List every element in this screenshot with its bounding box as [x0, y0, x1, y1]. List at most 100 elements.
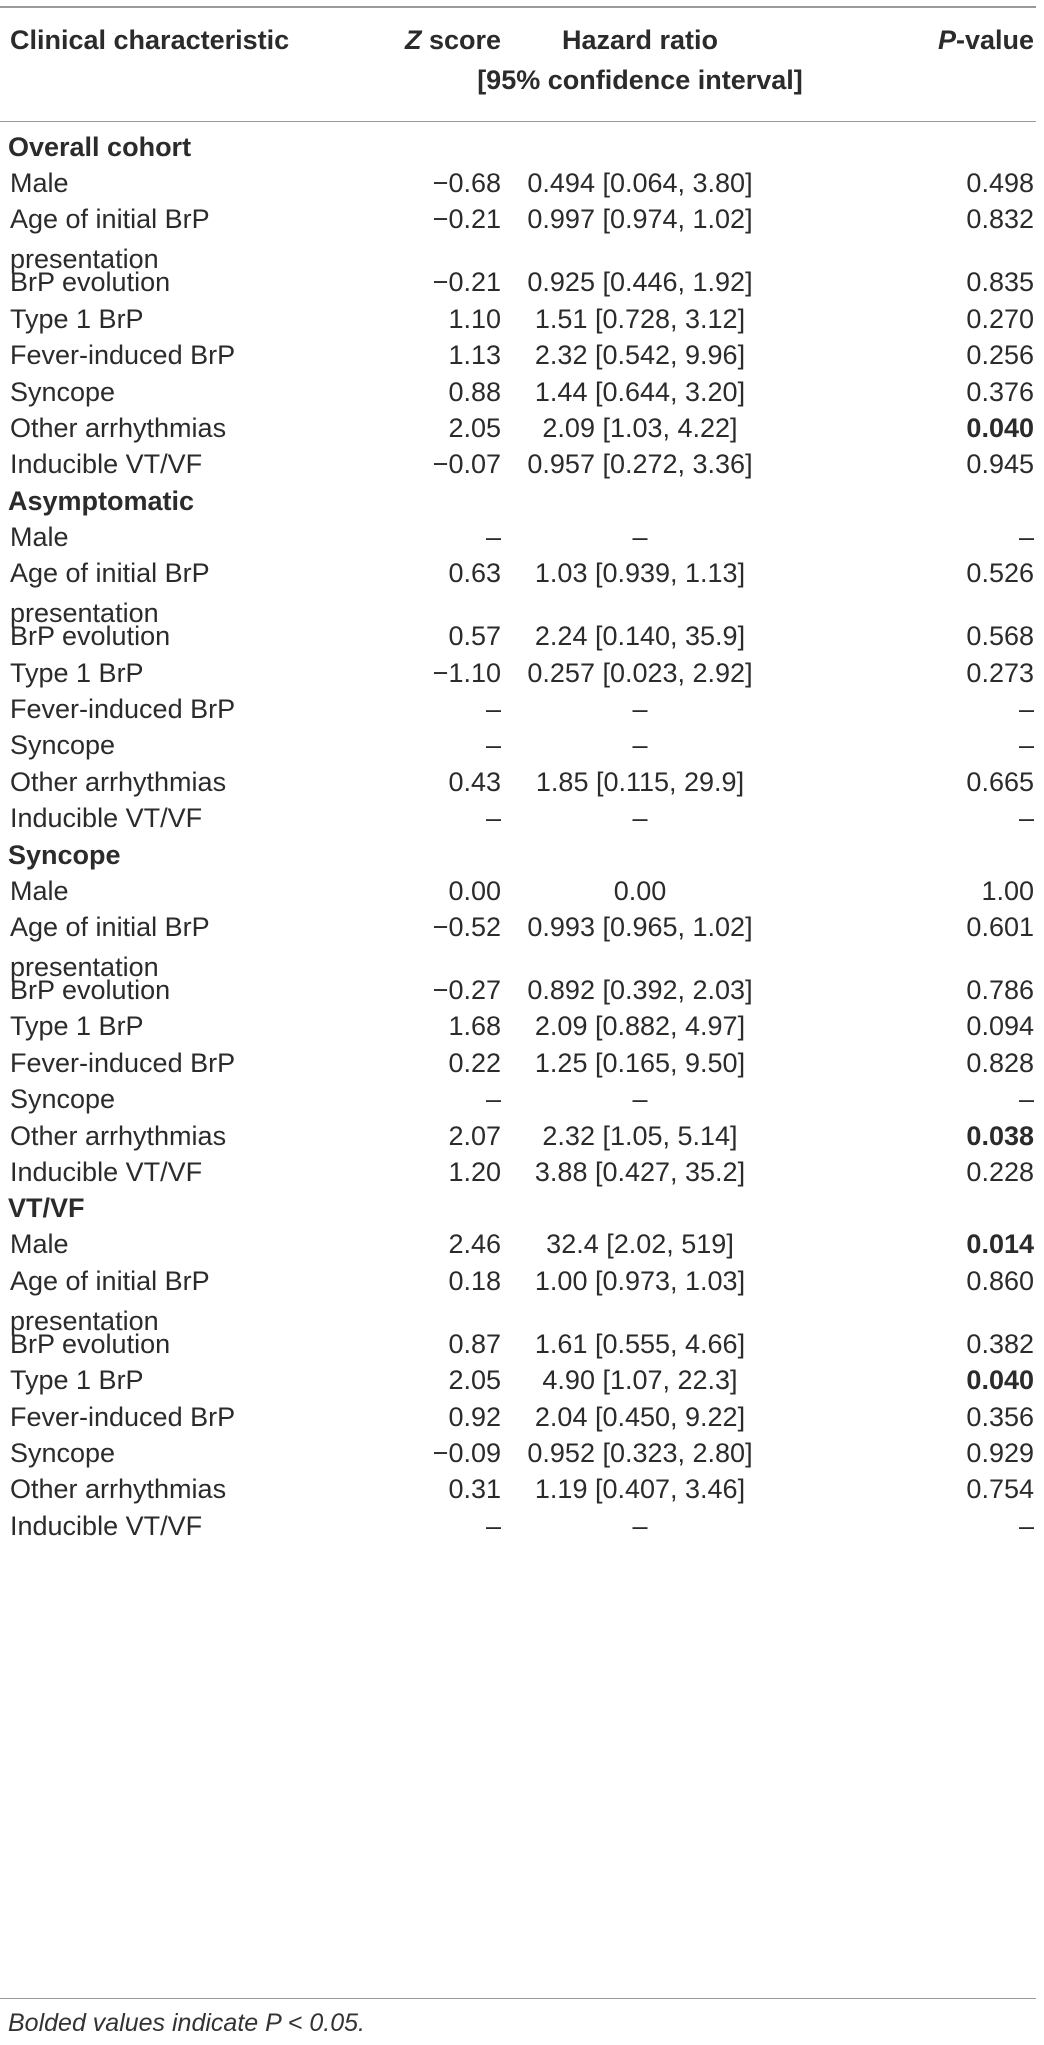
footnote: Bolded values indicate P < 0.05. — [8, 2009, 365, 2037]
row-characteristic: Age of initial BrP presentation — [10, 558, 210, 629]
row-z-score: 2.05 — [448, 1365, 501, 1396]
row-p-value: 0.038 — [966, 1120, 1034, 1151]
row-p-value: – — [1018, 521, 1034, 552]
row-p-value: 0.568 — [966, 621, 1034, 652]
row-p-value: – — [1018, 1510, 1034, 1541]
row-z-score: 1.10 — [448, 303, 501, 334]
row-characteristic: Other arrhythmias — [10, 1474, 227, 1505]
header-hazard-ratio-line2: [95% confidence interval] — [477, 65, 803, 95]
row-hazard-ratio: – — [632, 730, 648, 761]
row-p-value: 0.270 — [966, 303, 1034, 334]
row-p-value: 0.929 — [966, 1438, 1034, 1468]
row-p-value: 0.828 — [966, 1047, 1034, 1078]
top-rule — [0, 6, 1036, 8]
row-hazard-ratio: 32.4 [2.02, 519] — [546, 1229, 734, 1260]
row-p-value: 0.228 — [966, 1157, 1034, 1187]
row-characteristic: Male — [10, 1229, 69, 1260]
row-hazard-ratio: 2.04 [0.450, 9.22] — [534, 1401, 746, 1432]
row-z-score: 0.92 — [448, 1401, 501, 1432]
header-z-score: Z score — [405, 20, 501, 60]
row-z-score: – — [485, 730, 501, 761]
header-clinical-characteristic: Clinical characteristic — [10, 25, 290, 55]
row-hazard-ratio: 0.957 [0.272, 3.36] — [527, 449, 753, 480]
row-characteristic: Other arrhythmias — [10, 1120, 227, 1151]
row-p-value: – — [1018, 694, 1034, 724]
row-characteristic: Other arrhythmias — [10, 413, 227, 443]
row-hazard-ratio: 0.257 [0.023, 2.92] — [527, 657, 753, 688]
row-characteristic: Age of initial BrP presentation — [10, 204, 210, 275]
row-hazard-ratio: 0.997 [0.974, 1.02] — [527, 204, 753, 235]
row-characteristic: Syncope — [10, 730, 116, 761]
row-hazard-ratio: 0.892 [0.392, 2.03] — [527, 975, 753, 1005]
row-p-value: 0.382 — [966, 1328, 1034, 1359]
row-hazard-ratio: 4.90 [1.07, 22.3] — [542, 1365, 738, 1396]
row-z-score: −0.07 — [432, 449, 501, 480]
row-z-score: 0.18 — [448, 1265, 501, 1296]
row-characteristic: Inducible VT/VF — [10, 1510, 203, 1541]
row-z-score: 1.68 — [448, 1011, 501, 1042]
row-p-value: – — [1018, 730, 1034, 761]
row-hazard-ratio: 1.25 [0.165, 9.50] — [534, 1047, 746, 1078]
row-hazard-ratio: 1.00 [0.973, 1.03] — [534, 1265, 746, 1296]
row-hazard-ratio: 1.44 [0.644, 3.20] — [534, 376, 746, 407]
row-z-score: 2.05 — [448, 413, 501, 443]
row-hazard-ratio: 2.24 [0.140, 35.9] — [534, 621, 746, 652]
row-hazard-ratio: 3.88 [0.427, 35.2] — [534, 1157, 746, 1187]
row-p-value: 0.014 — [966, 1229, 1034, 1260]
row-hazard-ratio: 2.32 [0.542, 9.96] — [534, 340, 746, 371]
row-p-value: – — [1018, 1084, 1034, 1115]
row-p-value: 0.665 — [966, 766, 1034, 797]
row-characteristic: Fever-induced BrP — [10, 1047, 236, 1078]
row-characteristic: Male — [10, 168, 69, 198]
row-hazard-ratio: – — [632, 694, 648, 724]
row-p-value: 0.601 — [966, 912, 1034, 942]
row-characteristic: Inducible VT/VF — [10, 1157, 203, 1187]
row-p-value: 0.945 — [966, 449, 1034, 480]
row-z-score: 0.88 — [448, 376, 501, 407]
row-hazard-ratio: 2.09 [1.03, 4.22] — [542, 413, 738, 443]
row-hazard-ratio: 0.952 [0.323, 2.80] — [527, 1438, 753, 1468]
row-z-score: 0.63 — [448, 558, 501, 589]
row-hazard-ratio: 2.32 [1.05, 5.14] — [542, 1120, 738, 1151]
row-characteristic: Type 1 BrP — [10, 1011, 144, 1042]
header-p-italic: P — [937, 25, 956, 55]
row-p-value: 0.860 — [966, 1265, 1034, 1296]
row-p-value: 0.040 — [966, 1365, 1034, 1396]
row-p-value: 0.256 — [966, 340, 1034, 371]
row-hazard-ratio: 1.85 [0.115, 29.9] — [535, 766, 745, 797]
row-p-value: 0.094 — [966, 1011, 1034, 1042]
row-hazard-ratio: 1.51 [0.728, 3.12] — [534, 303, 746, 334]
row-characteristic: Fever-induced BrP — [10, 1401, 236, 1432]
section-heading: Overall cohort — [8, 132, 192, 162]
row-characteristic: Fever-induced BrP — [10, 340, 236, 371]
row-z-score: −0.52 — [432, 912, 501, 942]
row-p-value: 0.526 — [966, 558, 1034, 589]
row-hazard-ratio: 0.494 [0.064, 3.80] — [527, 168, 753, 198]
row-z-score: 2.07 — [448, 1120, 501, 1151]
row-hazard-ratio: – — [632, 521, 648, 552]
row-characteristic: Fever-induced BrP — [10, 694, 236, 724]
row-z-score: −0.68 — [432, 168, 501, 198]
row-z-score: 0.57 — [448, 621, 501, 652]
row-characteristic: Type 1 BrP — [10, 1365, 144, 1396]
row-hazard-ratio: – — [632, 1084, 648, 1115]
row-z-score: 0.31 — [448, 1474, 501, 1505]
row-characteristic: Other arrhythmias — [10, 766, 227, 797]
row-hazard-ratio: 1.61 [0.555, 4.66] — [534, 1328, 746, 1359]
row-p-value: 0.754 — [966, 1474, 1034, 1505]
header-p-value: P-value — [938, 20, 1034, 60]
row-characteristic: BrP evolution — [10, 975, 171, 1005]
row-characteristic: Type 1 BrP — [10, 657, 144, 688]
row-p-value: 0.376 — [966, 376, 1034, 407]
row-z-score: −0.27 — [432, 975, 501, 1005]
row-characteristic: Age of initial BrP presentation — [10, 912, 210, 982]
row-z-score: −1.10 — [432, 657, 501, 688]
section-heading: Asymptomatic — [8, 485, 195, 516]
row-characteristic: Male — [10, 521, 69, 552]
row-p-value: 1.00 — [981, 875, 1034, 906]
row-characteristic: Inducible VT/VF — [10, 803, 203, 834]
row-p-value: 0.498 — [966, 168, 1034, 198]
row-z-score: 0.87 — [448, 1328, 501, 1359]
row-characteristic: Syncope — [10, 1438, 116, 1468]
